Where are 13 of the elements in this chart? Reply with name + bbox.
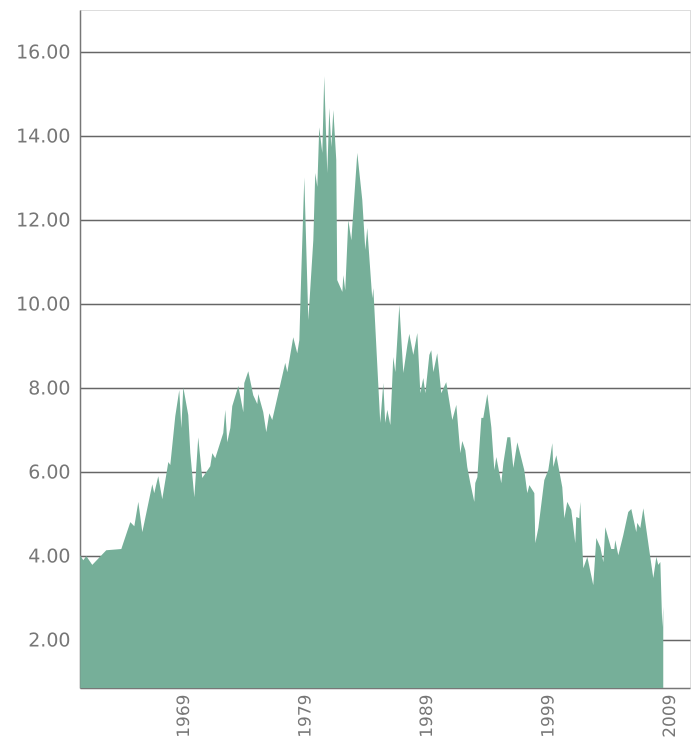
y-tick-label: 2.00 (28, 630, 70, 652)
y-tick-label: 12.00 (16, 210, 70, 232)
y-tick-label: 10.00 (16, 294, 70, 316)
x-tick-label: 1999 (538, 694, 558, 738)
x-tick-label: 1989 (416, 694, 437, 738)
y-tick-label: 14.00 (16, 126, 70, 148)
y-tick-label: 4.00 (28, 546, 70, 568)
x-tick-label: 2009 (660, 694, 680, 738)
x-tick-label: 1969 (174, 694, 194, 738)
x-tick-label: 1979 (295, 694, 316, 738)
y-tick-label: 16.00 (16, 42, 70, 64)
y-tick-label: 6.00 (28, 462, 70, 484)
y-tick-label: 8.00 (28, 378, 70, 400)
